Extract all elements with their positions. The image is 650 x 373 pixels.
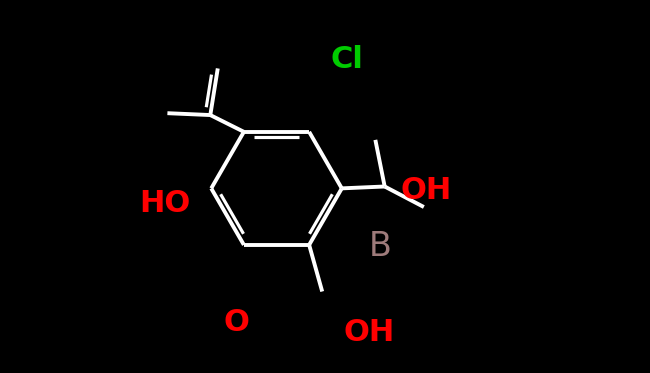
Text: Cl: Cl xyxy=(331,45,364,74)
Text: B: B xyxy=(369,231,392,263)
Text: O: O xyxy=(224,308,249,337)
Text: OH: OH xyxy=(343,318,395,347)
Text: HO: HO xyxy=(140,189,191,218)
Text: OH: OH xyxy=(400,176,451,205)
